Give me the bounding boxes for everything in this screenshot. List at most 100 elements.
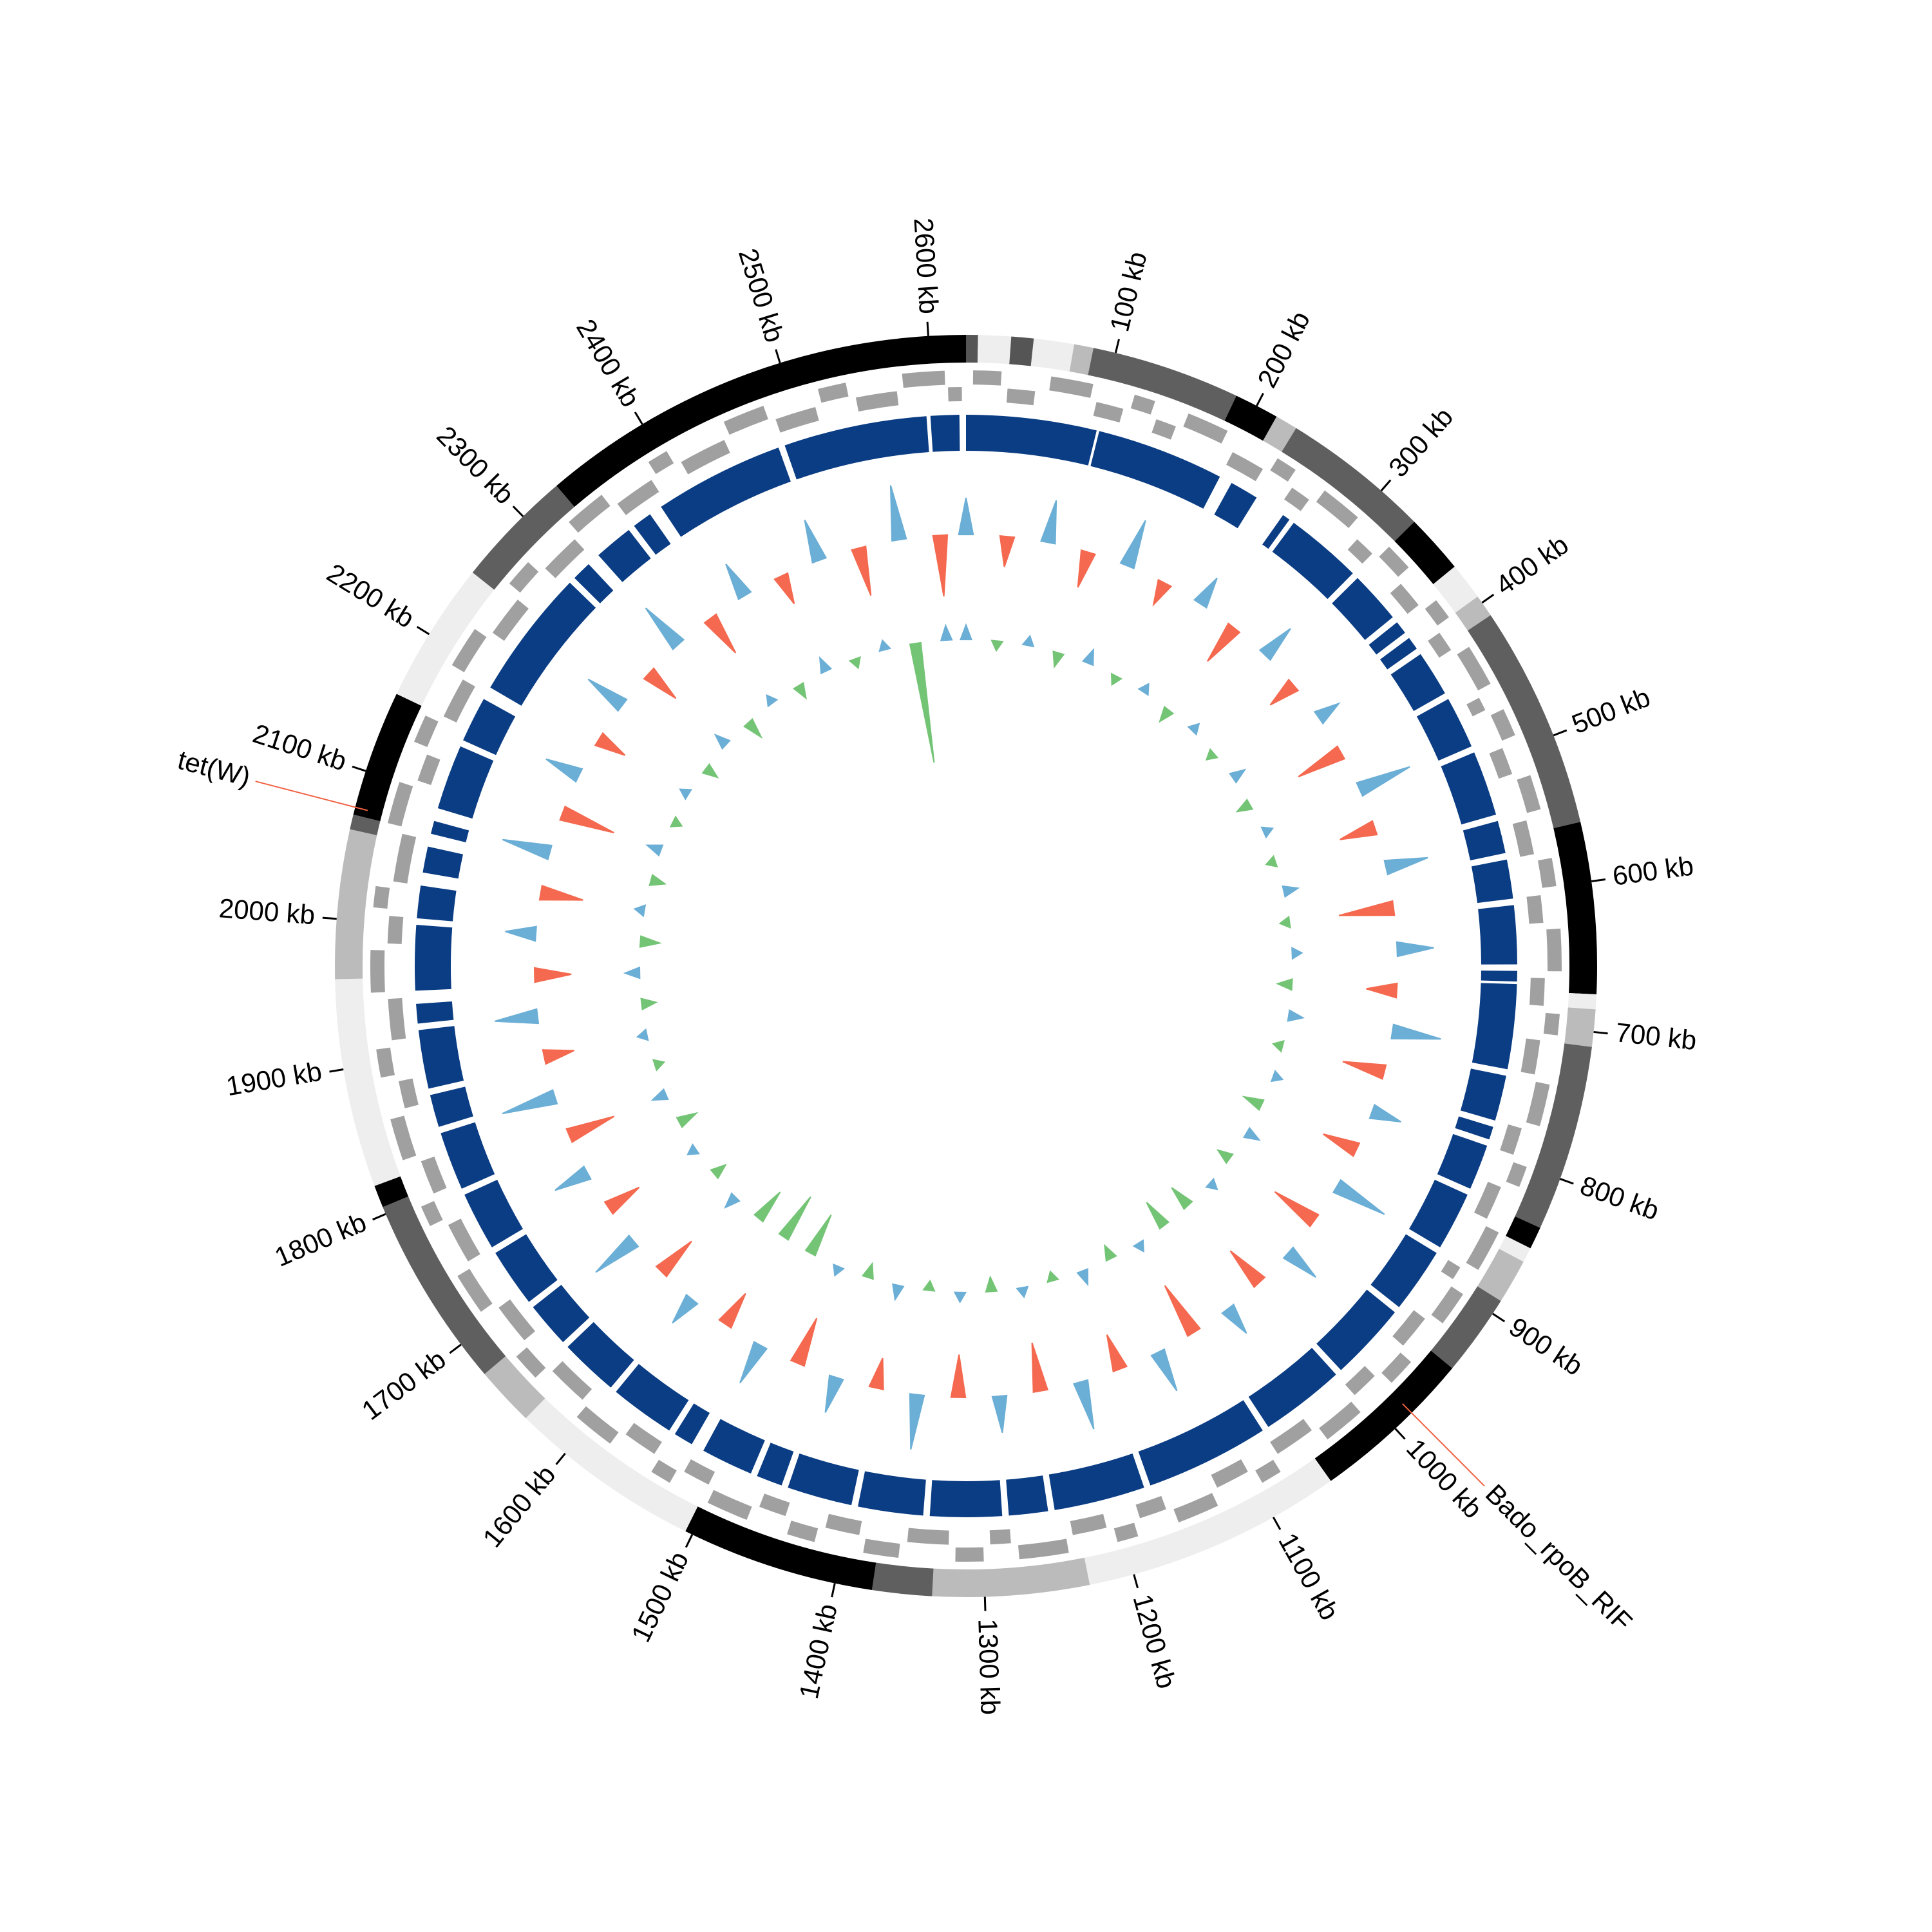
gene [1381,1352,1412,1383]
gene [1319,1401,1361,1440]
track-spike [778,1196,811,1241]
track-spike [1270,1070,1284,1083]
contig-segment [932,1557,1090,1597]
track-spike [833,1263,845,1277]
tick-label: 2300 kb [431,420,520,509]
gene [1270,1419,1312,1454]
track-spike [542,1049,574,1065]
contig-segment [1263,416,1296,452]
track-spike [1077,549,1097,588]
track-spike [990,639,1004,652]
track-spike [1187,723,1200,736]
track-spike [1171,1187,1193,1210]
tick-mark [449,1343,462,1354]
gene [388,782,413,827]
gene [855,391,899,412]
homology-block [1408,1179,1468,1247]
track-spike [848,656,861,670]
homology-block [418,1026,464,1089]
gene [817,383,849,403]
gene [393,833,417,884]
tick-mark [775,349,781,363]
gene [1425,600,1449,626]
homology-block [1006,1475,1048,1516]
track-spike [1110,672,1123,687]
track-spike [701,762,719,779]
contig-segment [871,1562,934,1596]
track-spike [639,935,662,948]
track-spike [559,805,614,833]
tick-label: 1600 kb [477,1459,561,1553]
contig-segment [1506,1216,1540,1249]
tick-mark [512,506,524,517]
homology-block [1441,752,1497,825]
tick-label: 1700 kb [356,1344,451,1426]
track-spike [672,1293,699,1324]
gene [545,539,585,578]
gene [376,1047,395,1078]
track-spike [932,534,949,597]
contig-segment [1564,1007,1596,1047]
homology-block [634,514,671,555]
gene [1226,452,1264,482]
homology-block [757,1443,794,1486]
tick-mark [1481,594,1495,604]
homology-block [1416,699,1472,761]
track-spike [623,966,641,980]
gene [1538,858,1557,888]
tick-label: 100 kb [1104,249,1153,335]
track-spike [1271,1039,1285,1053]
contig-segment [1467,615,1581,829]
homology-block [930,415,960,452]
track-spike [1164,1285,1201,1338]
track-spike [1338,900,1396,916]
gene [1543,1012,1560,1036]
gene [1211,1459,1248,1488]
gene [492,600,529,641]
track-spike [790,1318,818,1367]
gene [1070,1513,1107,1535]
tick-label: 200 kb [1251,307,1316,393]
track-spike [1119,520,1146,570]
gene [1345,1366,1375,1396]
contig-segment [1553,822,1597,994]
homology-block [1316,1289,1396,1370]
gene [907,1528,949,1545]
track-spike [1046,1270,1059,1283]
track-spike [652,1059,666,1072]
track-spike [953,1291,967,1303]
track-spike [922,1279,936,1292]
track-spike [1073,1379,1095,1430]
tick-label: 1900 kb [224,1056,324,1102]
track-spike [1332,1179,1385,1215]
homology-block [437,746,494,819]
tick-mark [1114,339,1121,354]
track-spike [766,694,779,708]
homology-block [430,1086,473,1127]
track-spike [1146,1202,1170,1230]
track-spike [1104,1244,1117,1262]
gene [617,480,659,515]
homology-block [1368,622,1405,655]
track-spike [1274,1191,1320,1227]
annotation-label: Bado_rpoB_RIF [1480,1478,1638,1636]
homology-block [784,416,929,480]
gene [684,1459,715,1485]
gene [1526,1081,1550,1126]
gene [457,1269,493,1312]
track-spike [753,1191,781,1223]
track-spike [710,1164,727,1180]
gene [417,754,440,786]
track-spike [1216,1149,1234,1164]
gene [1049,376,1094,398]
track-spike [1076,1268,1089,1287]
gene [759,1493,790,1517]
track-spike [1258,628,1291,661]
tick-mark [634,412,643,425]
track-spike [1040,500,1057,545]
tick-label: 2600 kb [908,217,944,315]
track-spike [960,623,972,641]
gene [1500,1124,1522,1155]
track-spike [861,1262,874,1280]
track-spike [1016,1285,1029,1299]
